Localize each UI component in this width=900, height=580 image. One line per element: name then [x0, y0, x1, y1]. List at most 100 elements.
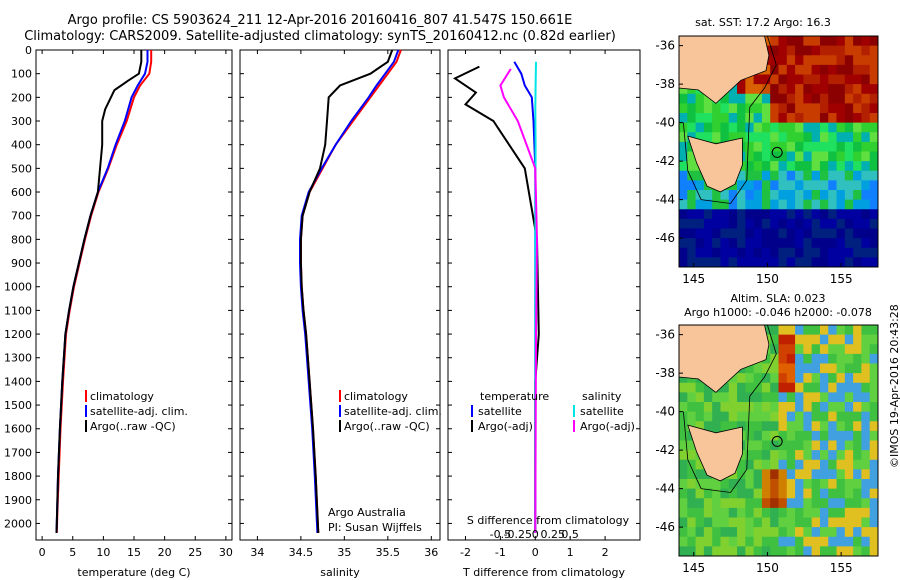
- map-cell: [703, 382, 713, 393]
- map-cell: [828, 45, 838, 56]
- map-cell: [720, 536, 730, 547]
- legend-label: Argo(..raw -QC): [90, 420, 176, 433]
- map-cell: [869, 459, 879, 470]
- map-cell: [728, 507, 738, 518]
- map-cell: [819, 507, 829, 518]
- xtick-label: 35.5: [376, 546, 401, 559]
- map-cell: [745, 382, 755, 393]
- map-cell: [695, 103, 705, 114]
- map-cell: [728, 488, 738, 499]
- map-cell: [695, 527, 705, 538]
- map-cell: [728, 527, 738, 538]
- map-cell: [745, 440, 755, 451]
- map-cell: [737, 479, 746, 490]
- map-cell: [761, 421, 771, 432]
- map-cell: [753, 498, 763, 509]
- map-cell: [836, 546, 846, 557]
- map-cell: [853, 218, 862, 229]
- map-cell: [761, 36, 771, 47]
- map-cell: [753, 517, 763, 528]
- xtick-top-label: 0.25: [540, 528, 565, 541]
- map-cell: [811, 373, 821, 384]
- ytick-label: 700: [11, 210, 32, 223]
- map-cell: [770, 199, 779, 210]
- map-cell: [753, 469, 763, 480]
- map-cell: [844, 334, 854, 345]
- map-cell: [753, 180, 763, 191]
- map-cell: [712, 527, 721, 538]
- map-cell: [778, 180, 788, 191]
- map-cell: [695, 517, 705, 528]
- map-cell: [737, 382, 746, 393]
- map-cell: [737, 84, 746, 95]
- map-cell: [844, 113, 854, 124]
- map-cell: [778, 199, 788, 210]
- map-cell: [712, 392, 721, 403]
- mainland-landmass: [678, 324, 770, 393]
- map-cell: [728, 402, 738, 413]
- map-cell: [836, 334, 846, 345]
- ytick-label: 1700: [4, 446, 32, 459]
- map-cell: [720, 479, 730, 490]
- map-cell: [745, 411, 755, 422]
- map-cell: [811, 93, 821, 104]
- annotation-line: Argo Australia: [328, 506, 406, 519]
- ytick-label: 100: [11, 68, 32, 81]
- map-cell: [795, 170, 804, 181]
- map-cell: [679, 373, 688, 384]
- map-cell: [695, 180, 705, 191]
- map-cell: [803, 84, 813, 95]
- map-cell: [770, 36, 779, 47]
- map-cell: [761, 74, 771, 85]
- map-cell: [728, 218, 738, 229]
- map-cell: [811, 402, 821, 413]
- map-cell: [770, 546, 779, 557]
- map-cell: [695, 507, 705, 518]
- map-cell: [695, 479, 705, 490]
- map-cell: [828, 430, 838, 441]
- map-cell: [853, 228, 862, 239]
- map-cell: [687, 459, 697, 470]
- map-cell: [869, 411, 879, 422]
- map-cell: [753, 238, 763, 249]
- map-xtick-label: 155: [830, 272, 853, 286]
- map-cell: [844, 450, 854, 461]
- map-cell: [778, 74, 788, 85]
- map-cell: [679, 507, 688, 518]
- map-cell: [778, 363, 788, 374]
- map-cell: [853, 257, 862, 268]
- map-cell: [745, 479, 755, 490]
- map-cell: [786, 55, 796, 66]
- map-cell: [828, 440, 838, 451]
- map-cell: [753, 402, 763, 413]
- ytick-label: 1900: [4, 494, 32, 507]
- map-cell: [786, 122, 796, 133]
- map-cell: [679, 469, 688, 480]
- map-cell: [712, 247, 721, 258]
- map-cell: [795, 546, 804, 557]
- map-cell: [811, 218, 821, 229]
- map-cell: [853, 199, 862, 210]
- map-cell: [778, 411, 788, 422]
- map-cell: [811, 325, 821, 336]
- map-cell: [869, 469, 879, 480]
- map-cell: [844, 344, 854, 355]
- map-cell: [844, 498, 854, 509]
- map-cell: [753, 507, 763, 518]
- map-cell: [679, 209, 688, 220]
- map-cell: [844, 45, 854, 56]
- map-cell: [819, 170, 829, 181]
- map-cell: [728, 113, 738, 124]
- map-cell: [844, 55, 854, 66]
- map-cell: [728, 209, 738, 220]
- map-cell: [853, 180, 862, 191]
- map-cell: [861, 132, 871, 143]
- map-cell: [712, 402, 721, 413]
- map-cell: [819, 151, 829, 162]
- map-cell: [869, 36, 879, 47]
- map-cell: [778, 334, 788, 345]
- map-cell: [828, 36, 838, 47]
- map-ytick-label: -36: [655, 39, 675, 53]
- map-cell: [679, 479, 688, 490]
